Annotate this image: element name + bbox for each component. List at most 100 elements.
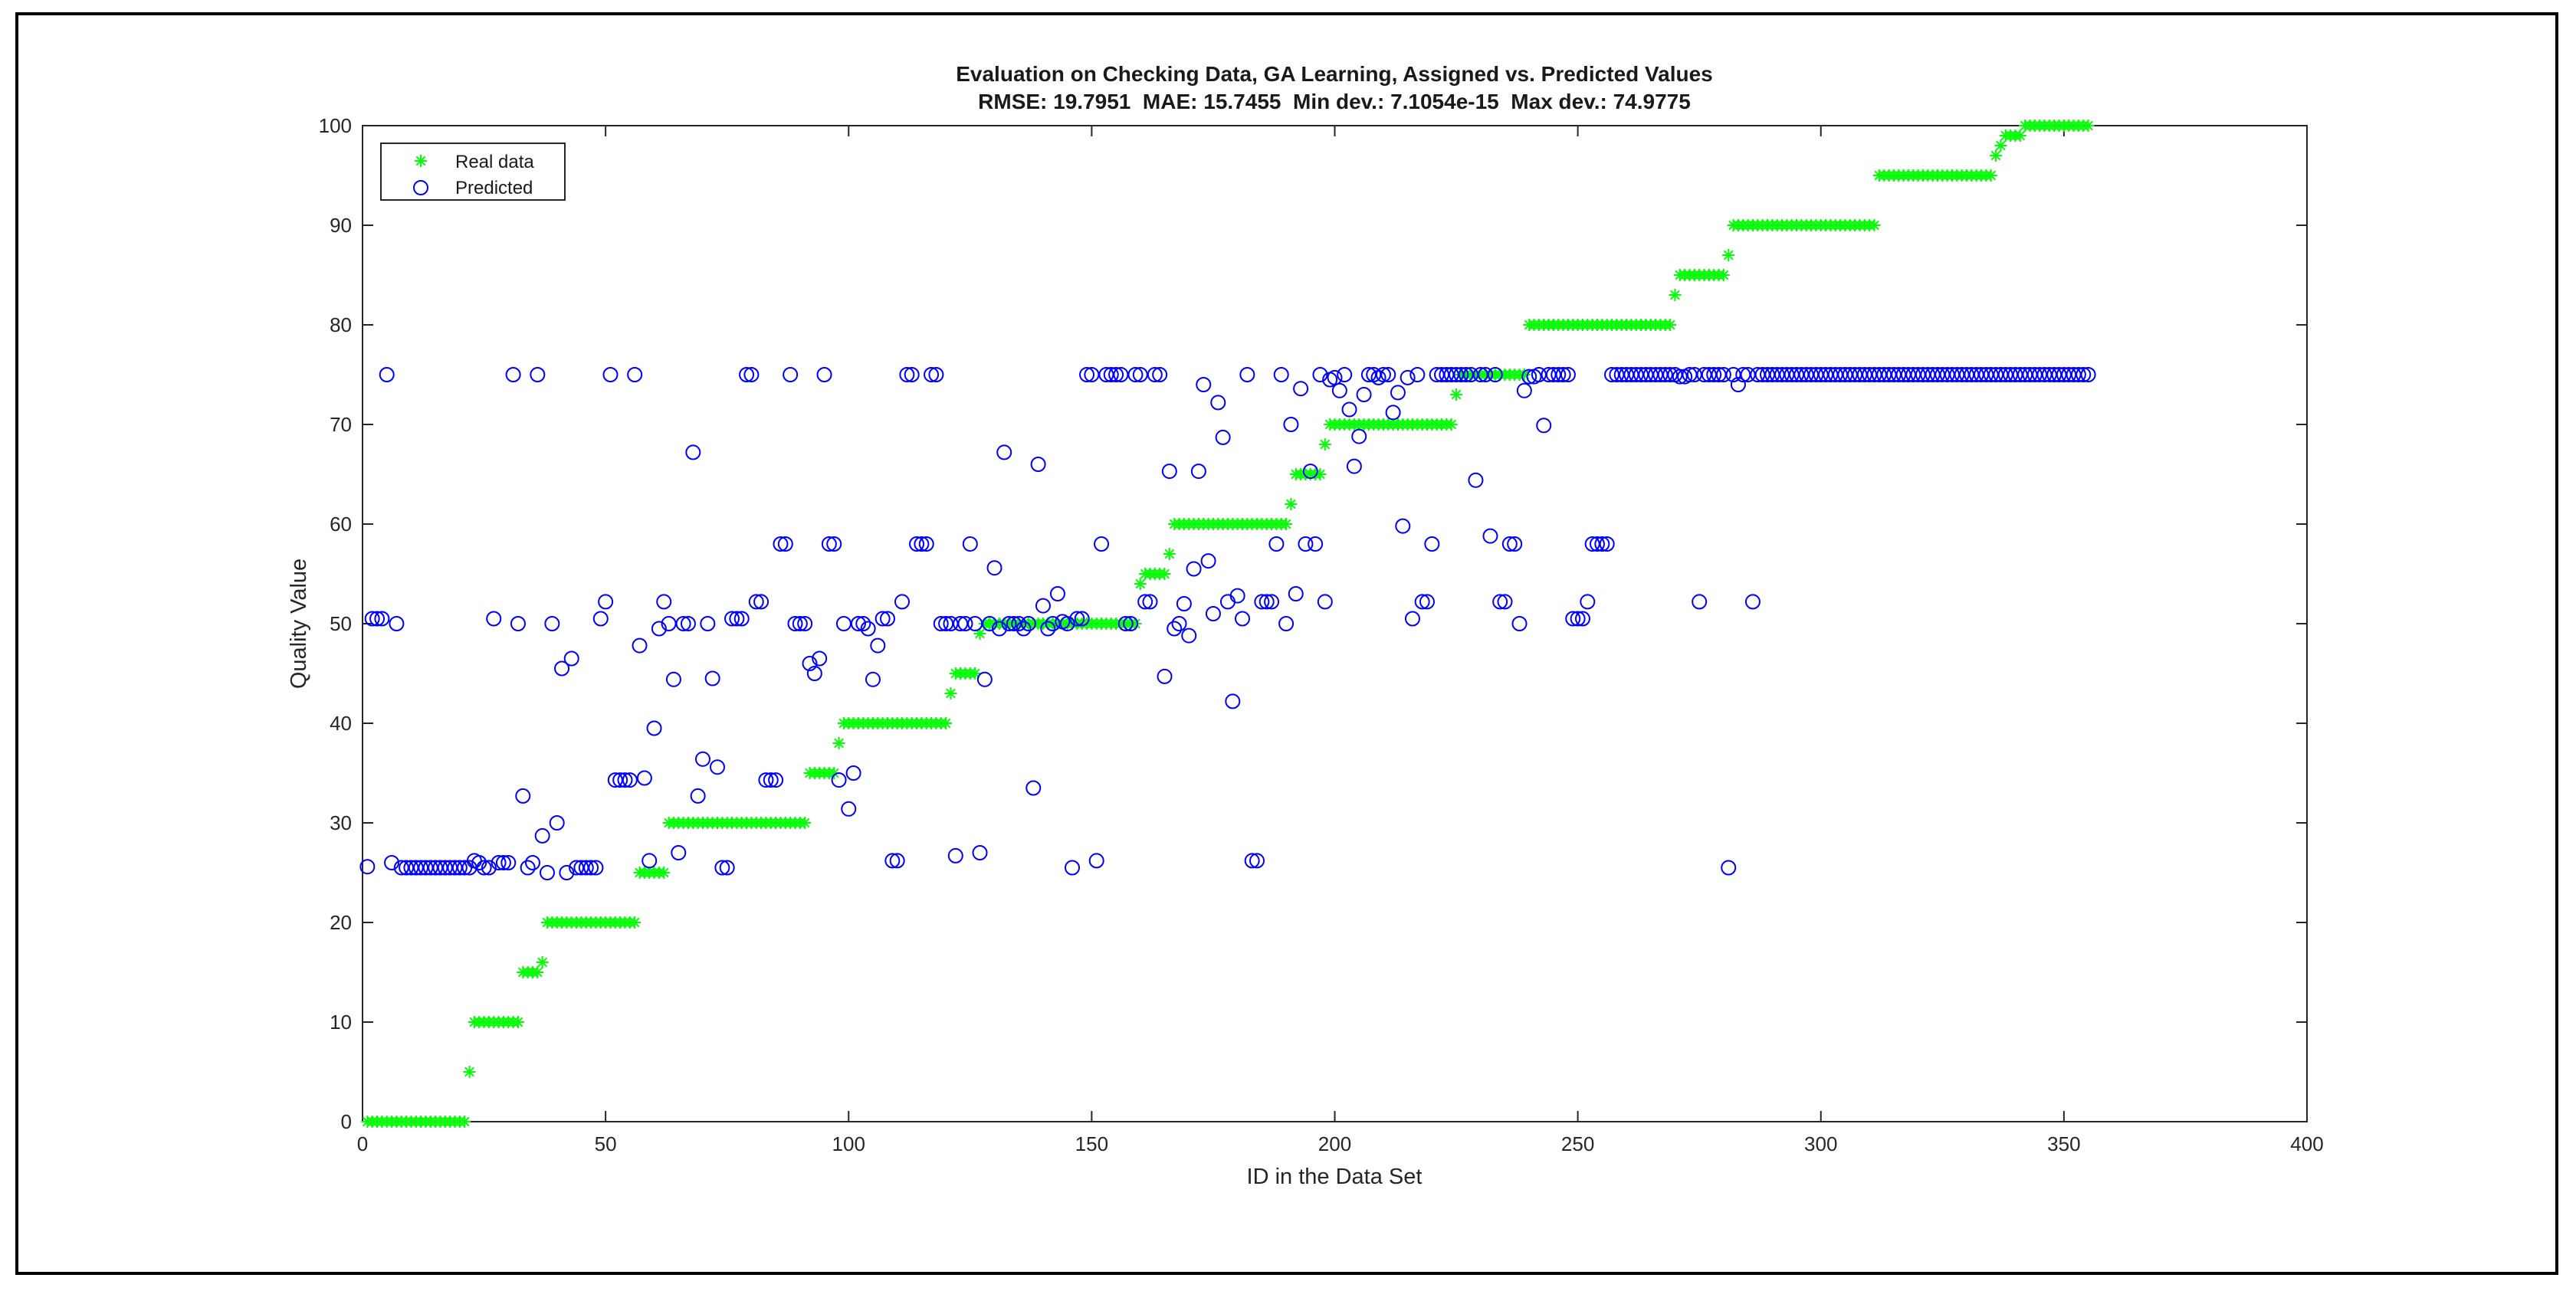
predicted-point xyxy=(359,859,376,875)
predicted-point xyxy=(1239,367,1255,382)
predicted-point xyxy=(938,616,954,631)
predicted-point xyxy=(787,616,803,631)
predicted-point xyxy=(1020,616,1036,631)
predicted-point xyxy=(1171,616,1187,631)
predicted-point xyxy=(1079,367,1095,382)
predicted-point xyxy=(1458,367,1474,382)
predicted-point xyxy=(1609,367,1625,382)
predicted-point xyxy=(1429,367,1445,382)
predicted-point xyxy=(1993,367,2009,382)
predicted-point xyxy=(374,611,390,627)
x-tick-label: 250 xyxy=(1561,1132,1594,1155)
real-data-point xyxy=(1163,548,1176,560)
predicted-point xyxy=(2007,367,2023,382)
predicted-point xyxy=(1740,367,1756,382)
predicted-point xyxy=(1613,367,1629,382)
predicted-point xyxy=(850,616,866,631)
predicted-point xyxy=(1560,367,1576,382)
y-tick-label: 50 xyxy=(330,612,352,635)
predicted-point xyxy=(1254,594,1270,610)
predicted-point xyxy=(389,616,405,631)
real-data-point xyxy=(1134,578,1147,590)
predicted-point xyxy=(724,611,740,627)
legend-marker-predicted xyxy=(413,180,428,195)
predicted-point xyxy=(1380,367,1396,382)
predicted-point xyxy=(1176,596,1192,611)
x-tick-label: 350 xyxy=(2047,1132,2080,1155)
predicted-point xyxy=(826,536,842,552)
legend-label-predicted: Predicted xyxy=(455,178,533,198)
predicted-point xyxy=(1735,367,1751,382)
predicted-point xyxy=(1754,367,1770,382)
predicted-point xyxy=(559,865,575,880)
predicted-point xyxy=(748,594,764,610)
predicted-point xyxy=(1346,458,1362,474)
x-tick-label: 0 xyxy=(357,1132,368,1155)
predicted-point xyxy=(1696,367,1712,382)
predicted-point xyxy=(1273,367,1289,382)
predicted-point xyxy=(1011,616,1027,631)
predicted-point xyxy=(1049,586,1065,601)
predicted-point xyxy=(1463,367,1479,382)
predicted-point xyxy=(2056,367,2072,382)
predicted-point xyxy=(1088,853,1104,869)
predicted-point xyxy=(2061,367,2077,382)
predicted-point xyxy=(841,801,857,817)
predicted-point xyxy=(1341,401,1357,418)
predicted-point xyxy=(1798,367,1814,382)
real-data-point xyxy=(511,1016,524,1028)
predicted-point xyxy=(982,616,998,631)
predicted-point xyxy=(943,616,959,631)
predicted-point xyxy=(1468,472,1484,488)
predicted-point xyxy=(540,865,556,880)
predicted-point xyxy=(408,860,424,876)
predicted-point xyxy=(520,860,536,876)
predicted-point xyxy=(1638,367,1654,382)
predicted-point xyxy=(773,536,789,552)
predicted-point xyxy=(860,621,876,637)
y-tick-label: 60 xyxy=(330,513,352,536)
predicted-point xyxy=(1881,367,1897,382)
predicted-point xyxy=(544,616,560,631)
predicted-point xyxy=(1813,367,1829,382)
predicted-point xyxy=(1196,377,1212,392)
predicted-point xyxy=(1803,367,1820,382)
predicted-point xyxy=(739,367,755,382)
y-tick-label: 20 xyxy=(330,911,352,934)
predicted-point xyxy=(1769,367,1785,382)
predicted-point xyxy=(2066,367,2082,382)
predicted-point xyxy=(714,860,730,876)
predicted-point xyxy=(1249,853,1265,869)
predicted-point xyxy=(428,860,444,876)
predicted-point xyxy=(442,860,458,876)
predicted-point xyxy=(1215,429,1231,445)
predicted-point xyxy=(879,611,895,627)
x-tick-label: 400 xyxy=(2290,1132,2323,1155)
predicted-point xyxy=(875,611,891,627)
predicted-point xyxy=(1472,367,1488,382)
predicted-point xyxy=(1409,367,1426,382)
predicted-point xyxy=(505,367,521,382)
predicted-point xyxy=(1234,611,1250,627)
predicted-point xyxy=(821,536,837,552)
predicted-point xyxy=(1744,594,1761,610)
predicted-point xyxy=(1492,594,1508,610)
predicted-point xyxy=(1190,464,1206,480)
predicted-point xyxy=(1939,367,1955,382)
predicted-point xyxy=(2036,367,2053,382)
predicted-point xyxy=(592,611,609,627)
predicted-point xyxy=(476,860,492,876)
real-data-point xyxy=(1285,498,1298,510)
predicted-point xyxy=(1210,395,1226,411)
real-data-series xyxy=(361,120,2095,1128)
predicted-point xyxy=(909,536,925,552)
predicted-point xyxy=(1584,536,1600,552)
predicted-point xyxy=(379,367,395,382)
predicted-point xyxy=(884,853,901,869)
predicted-point xyxy=(1808,367,1824,382)
x-axis-label: ID in the Data Set xyxy=(1247,1165,1423,1189)
predicted-point xyxy=(1686,367,1702,382)
predicted-point xyxy=(486,611,502,627)
predicted-point xyxy=(1006,616,1022,631)
y-axis-label: Quality Value xyxy=(287,559,311,689)
